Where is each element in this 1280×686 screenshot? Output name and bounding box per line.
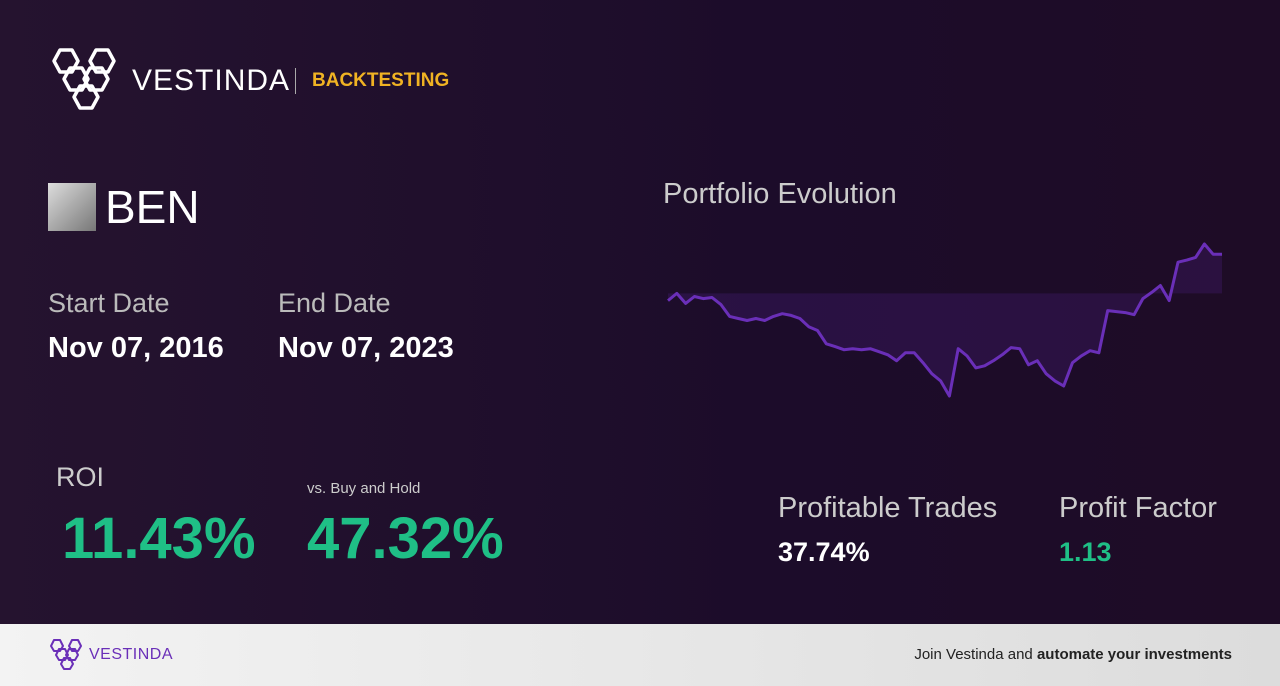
value: 1.13 bbox=[1059, 537, 1112, 567]
label: vs. Buy and Hold bbox=[307, 480, 421, 497]
label: Profit Factor bbox=[1059, 492, 1217, 524]
chart-title: Portfolio Evolution bbox=[663, 178, 897, 210]
footer-brand: VESTINDA bbox=[89, 646, 174, 663]
logo bbox=[52, 48, 116, 110]
ticker: BEN bbox=[105, 181, 200, 233]
line bbox=[667, 242, 1223, 398]
label: Profitable Trades bbox=[778, 492, 998, 524]
brand: VESTINDA bbox=[132, 64, 291, 97]
label: Start Date bbox=[48, 288, 170, 318]
footer-logo bbox=[50, 639, 82, 670]
label: ROI bbox=[56, 462, 105, 492]
footer: VESTINDA Join Vestinda and automate your… bbox=[0, 624, 1280, 686]
label: End Date bbox=[278, 288, 391, 318]
value: Nov 07, 2016 bbox=[48, 332, 224, 364]
text: Join Vestinda and bbox=[914, 646, 1033, 663]
ticker-logo bbox=[48, 183, 96, 231]
footer-text: Join Vestinda and automate your investme… bbox=[914, 646, 1232, 663]
chart bbox=[667, 242, 1223, 398]
roi: 11.43% bbox=[62, 506, 256, 571]
area bbox=[668, 244, 1222, 396]
section: BACKTESTING bbox=[312, 70, 450, 91]
value: 37.74% bbox=[778, 537, 870, 567]
vs-value: 47.32% bbox=[307, 506, 504, 571]
divider bbox=[295, 68, 296, 94]
value: Nov 07, 2023 bbox=[278, 332, 454, 364]
text-bold: automate your investments bbox=[1036, 646, 1232, 663]
